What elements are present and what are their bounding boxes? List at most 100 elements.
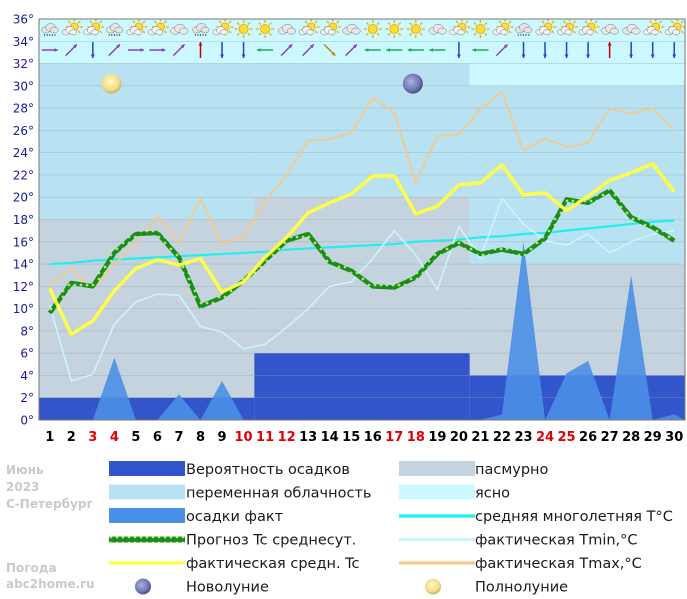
legend-label-fact-tmax: фактическая Tmax,°C (475, 556, 642, 572)
sun-cloud-icon (535, 18, 557, 36)
cloud-icon (428, 24, 447, 35)
cloud-icon (277, 24, 296, 35)
x-tick-label: 25 (558, 430, 576, 445)
wind-s-arrow-icon (672, 42, 677, 58)
x-tick-label: 4 (110, 430, 119, 445)
cloud-icon (600, 24, 619, 35)
wind-s-arrow-icon (543, 42, 547, 58)
legend-label-partly: переменная облачность (186, 486, 371, 502)
x-tick-label: 9 (218, 430, 227, 445)
y-tick-label: 34° (13, 35, 34, 49)
wind-s-arrow-icon (521, 42, 526, 58)
x-tick-label: 3 (88, 430, 97, 445)
sun-icon (234, 20, 253, 38)
x-tick-label: 5 (131, 430, 140, 445)
cloud-rain-icon (41, 23, 59, 36)
x-tick-label: 19 (428, 430, 446, 445)
x-tick-label: 10 (235, 430, 253, 445)
sun-cloud-icon (492, 18, 514, 36)
cloud-rain-icon (192, 23, 210, 36)
wind-se-arrow-icon (323, 43, 336, 57)
wind-s-arrow-icon (629, 42, 634, 58)
axes: 0° 2° 4° 6° 8° 10° 12° 14° 16° 18° 20° 22° 24° 26° 28°… (13, 13, 686, 445)
y-tick-label: 12° (13, 280, 34, 294)
forecast-mean-line (47, 188, 676, 315)
legend-swatch-clear (399, 484, 475, 500)
wind-e-arrow-icon (127, 48, 144, 52)
site-label-line1: Погода (6, 561, 57, 575)
city-label: С-Петербург (6, 497, 93, 511)
overcast-band-1 (39, 219, 255, 420)
wind-ne-arrow-icon (302, 43, 315, 57)
sun-cloud-icon (147, 18, 169, 36)
wind-s-arrow-icon (220, 42, 224, 58)
y-tick-label: 20° (13, 191, 34, 205)
wind-s-arrow-icon (650, 42, 655, 58)
x-tick-label: 7 (174, 430, 183, 445)
sun-cloud-icon (320, 18, 342, 36)
sun-icon (363, 20, 382, 38)
x-tick-label: 23 (514, 430, 532, 445)
x-tick-label: 29 (644, 430, 662, 445)
y-tick-label: 28° (13, 102, 34, 116)
wind-s-arrow-icon (456, 42, 461, 58)
legend-label-full-moon: Полнолуние (475, 580, 568, 596)
y-tick-label: 16° (13, 235, 34, 249)
sun-cloud-icon (557, 18, 579, 36)
cloud-rain-icon (515, 23, 533, 36)
precip-probability-bar-2 (254, 353, 470, 420)
y-tick-label: 10° (13, 302, 34, 316)
x-tick-label: 8 (196, 430, 205, 445)
wind-ne-arrow-icon (495, 43, 509, 57)
x-tick-label: 28 (622, 430, 640, 445)
legend-swatch-new-moon (135, 578, 151, 595)
sun-cloud-icon (578, 18, 600, 36)
x-tick-label: 12 (278, 430, 296, 445)
wind-w-arrow-icon (472, 48, 489, 52)
y-tick-label: 30° (13, 79, 34, 93)
x-tick-label: 11 (256, 430, 274, 445)
legend-swatch-full-moon (425, 578, 441, 595)
sun-icon (256, 20, 275, 38)
legend-label-new-moon: Новолуние (186, 580, 269, 596)
legend-label-precip-prob: Вероятность осадков (186, 462, 350, 478)
fact-tmax-line (49, 90, 675, 290)
y-tick-label: 36° (13, 13, 34, 27)
wind-s-arrow-icon (90, 42, 95, 58)
x-tick-label: 26 (579, 430, 597, 445)
legend-label-clear: ясно (475, 486, 510, 502)
wind-ne-arrow-icon (108, 43, 121, 57)
y-tick-label: 8° (20, 324, 34, 338)
year-label: 2023 (6, 480, 40, 494)
wind-ne-arrow-icon (172, 43, 186, 57)
x-tick-label: 21 (471, 430, 489, 445)
y-tick-label: 32° (13, 57, 34, 71)
wind-w-arrow-icon (386, 48, 403, 52)
y-tick-label: 14° (13, 258, 34, 272)
fact-tmin-line (48, 197, 675, 382)
legend-swatch-partly (109, 484, 185, 500)
sun-icon (385, 20, 404, 38)
new-moon-marker (402, 73, 423, 94)
x-tick-label: 13 (299, 430, 317, 445)
x-tick-label: 18 (407, 430, 425, 445)
cloud-rain-icon (106, 23, 124, 36)
wind-w-arrow-icon (364, 48, 381, 52)
cloud-icon (170, 24, 189, 35)
x-tick-label: 6 (153, 430, 162, 445)
full-moon-marker (101, 73, 122, 94)
cloud-icon (622, 24, 641, 35)
legend-label-forecast-mean: Прогноз Tc среднесут. (186, 533, 356, 549)
legend-swatch-forecast-mean (109, 536, 185, 543)
x-tick-label: 15 (342, 430, 360, 445)
legend-swatch-overcast (399, 461, 475, 476)
sun-icon (406, 20, 425, 38)
precip-fact-area (39, 241, 685, 420)
y-tick-label: 18° (13, 213, 34, 227)
legend-swatch-precip-fact (109, 508, 185, 523)
sun-cloud-icon (83, 18, 105, 36)
wind-e-arrow-icon (41, 48, 58, 52)
wind-ne-arrow-icon (280, 43, 293, 57)
y-tick-label: 6° (20, 347, 34, 361)
